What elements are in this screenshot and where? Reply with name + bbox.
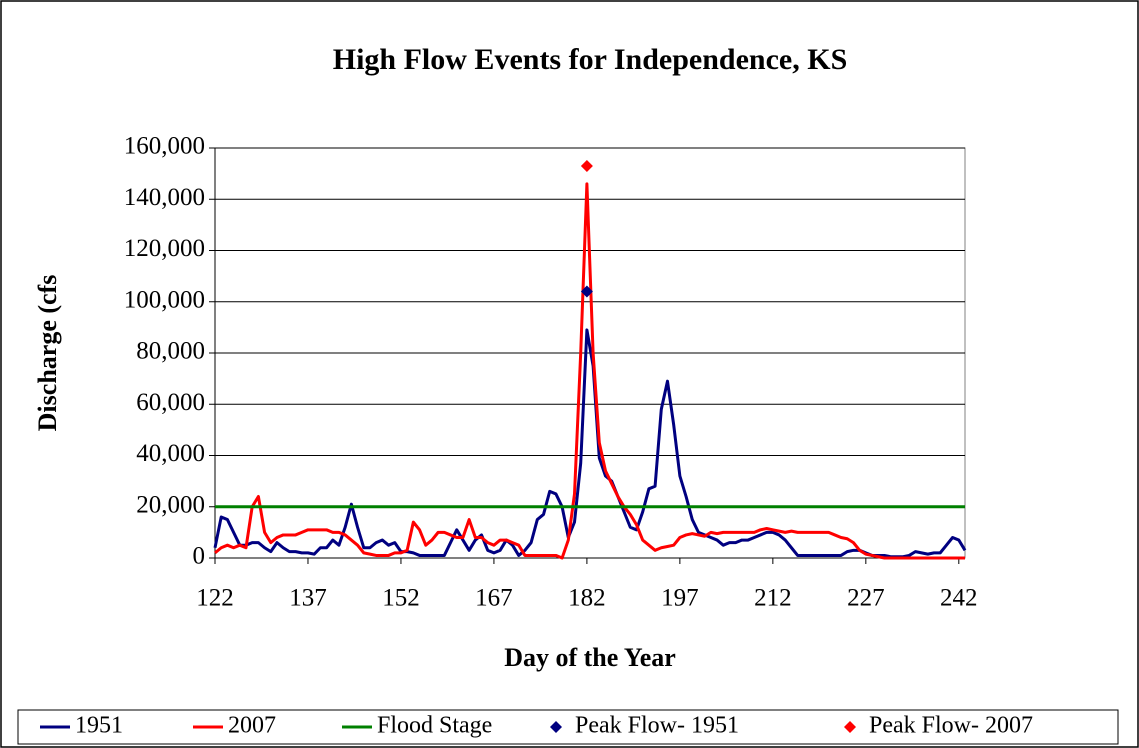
y-tick-label: 140,000 bbox=[124, 184, 205, 211]
x-axis-label: Day of the Year bbox=[504, 643, 676, 672]
x-tick-label: 122 bbox=[196, 585, 234, 612]
x-tick-label: 152 bbox=[382, 585, 420, 612]
legend-label: 2007 bbox=[228, 713, 276, 739]
x-tick-label: 242 bbox=[940, 585, 978, 612]
series-line bbox=[213, 328, 967, 559]
y-tick-label: 60,000 bbox=[136, 389, 205, 416]
x-tick-label: 212 bbox=[754, 585, 792, 612]
x-tick-label: 182 bbox=[568, 585, 606, 612]
x-tick-label: 197 bbox=[661, 585, 699, 612]
y-tick-label: 100,000 bbox=[124, 286, 205, 313]
y-tick-label: 160,000 bbox=[124, 133, 205, 160]
y-axis-label: Discharge (cfs bbox=[33, 275, 62, 432]
x-tick-label: 227 bbox=[847, 585, 885, 612]
legend-marker bbox=[844, 721, 856, 733]
legend-marker bbox=[550, 721, 562, 733]
x-tick-label: 137 bbox=[289, 585, 327, 612]
legend-label: 1951 bbox=[75, 713, 123, 739]
peak-marker bbox=[580, 159, 593, 172]
y-tick-label: 120,000 bbox=[124, 235, 205, 262]
legend-label: Peak Flow- 2007 bbox=[869, 713, 1033, 739]
legend-label: Peak Flow- 1951 bbox=[575, 713, 739, 739]
x-tick-label: 167 bbox=[475, 585, 513, 612]
series-line bbox=[214, 182, 965, 560]
peak-marker bbox=[580, 285, 593, 298]
y-tick-label: 0 bbox=[193, 543, 206, 570]
y-tick-label: 80,000 bbox=[136, 338, 205, 365]
y-tick-label: 40,000 bbox=[136, 440, 205, 467]
chart-title: High Flow Events for Independence, KS bbox=[333, 43, 848, 76]
y-tick-label: 20,000 bbox=[136, 491, 205, 518]
legend-label: Flood Stage bbox=[377, 713, 492, 739]
